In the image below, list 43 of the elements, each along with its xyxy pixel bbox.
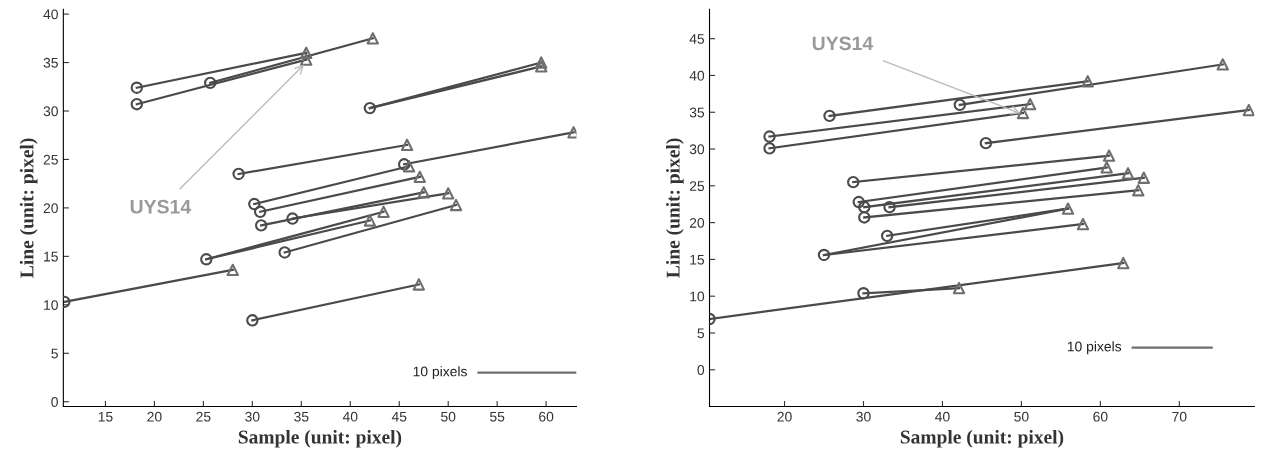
x-tick-label: 20 xyxy=(777,411,792,422)
annotation: 10 pixels xyxy=(1067,341,1122,355)
y-tick-label: 20 xyxy=(689,217,705,228)
y-tick-label: 10 xyxy=(44,300,58,310)
y-tick-label: 15 xyxy=(690,254,705,265)
y-axis-title: Line (unit: pixel) xyxy=(19,138,38,278)
y-tick-label: 30 xyxy=(689,144,705,155)
y-axis-title: Line (unit: pixel) xyxy=(666,138,684,278)
x-tick-label: 15 xyxy=(98,411,113,422)
y-tick-label: 5 xyxy=(51,348,58,359)
x-tick-label: 50 xyxy=(441,411,456,422)
y-tick-label: 15 xyxy=(44,251,58,262)
x-tick-label: 40 xyxy=(935,411,950,422)
x-axis-title: Sample (unit: pixel) xyxy=(238,429,402,448)
annotation: 10 pixels xyxy=(413,366,467,380)
y-tick-label: 0 xyxy=(697,365,705,375)
y-tick-label: 30 xyxy=(43,106,58,117)
x-tick-label: 60 xyxy=(1093,411,1108,422)
y-tick-label: 25 xyxy=(43,154,58,165)
x-tick-label: 70 xyxy=(1172,411,1187,422)
y-tick-label: 25 xyxy=(689,181,705,191)
y-tick-label: 5 xyxy=(697,328,705,339)
y-tick-label: 0 xyxy=(51,397,58,407)
y-tick-label: 45 xyxy=(689,34,705,44)
y-tick-label: 35 xyxy=(43,57,58,68)
x-tick-label: 50 xyxy=(1014,411,1029,422)
annotation: UYS14 xyxy=(812,36,874,51)
x-tick-label: 55 xyxy=(490,411,505,422)
y-tick-label: 10 xyxy=(690,291,705,302)
x-tick-label: 60 xyxy=(539,411,554,422)
annotation: UYS14 xyxy=(130,199,192,214)
y-tick-label: 20 xyxy=(43,203,58,214)
x-tick-label: 25 xyxy=(196,411,211,422)
x-tick-label: 30 xyxy=(245,411,260,422)
y-tick-label: 40 xyxy=(689,70,705,81)
y-tick-label: 35 xyxy=(689,107,705,118)
x-tick-label: 35 xyxy=(294,411,309,422)
x-tick-label: 30 xyxy=(856,411,871,422)
x-tick-label: 40 xyxy=(342,411,358,422)
x-axis-title: Sample (unit: pixel) xyxy=(900,429,1064,448)
x-tick-label: 20 xyxy=(147,411,162,422)
x-tick-label: 45 xyxy=(391,411,407,422)
y-tick-label: 40 xyxy=(43,9,58,20)
